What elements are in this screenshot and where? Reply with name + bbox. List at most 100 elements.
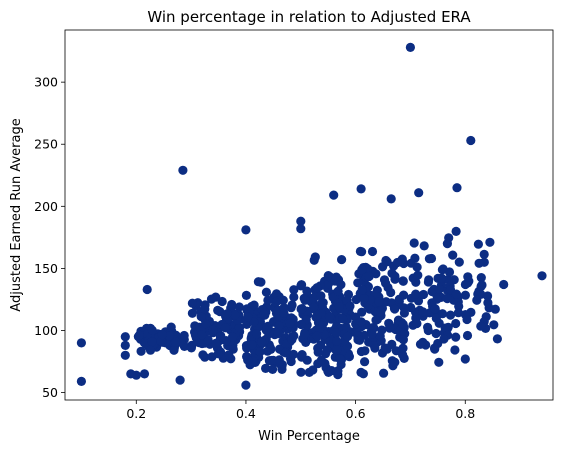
scatter-point — [370, 343, 380, 353]
scatter-point — [398, 343, 408, 353]
scatter-point — [262, 346, 273, 356]
scatter-point — [323, 271, 333, 281]
scatter-point — [224, 350, 234, 360]
scatter-point — [440, 323, 450, 333]
scatter-point — [213, 305, 223, 315]
scatter-point — [473, 239, 483, 249]
scatter-point — [439, 334, 449, 344]
scatter-point — [287, 300, 297, 310]
scatter-point — [281, 348, 291, 358]
scatter-point — [398, 335, 408, 345]
scatter-point — [300, 295, 310, 305]
scatter-point — [342, 331, 353, 342]
scatter-point — [336, 280, 346, 290]
scatter-point — [285, 318, 295, 328]
scatter-point — [241, 380, 251, 390]
scatter-point — [460, 354, 470, 364]
scatter-point — [329, 190, 339, 200]
scatter-point — [297, 280, 307, 290]
scatter-point — [296, 367, 306, 377]
scatter-point — [335, 354, 345, 364]
scatter-point — [120, 332, 130, 342]
scatter-point — [175, 375, 185, 385]
scatter-point — [385, 323, 395, 333]
scatter-point — [332, 345, 342, 355]
scatter-point — [413, 270, 423, 280]
scatter-point — [312, 331, 322, 341]
scatter-point — [476, 321, 486, 331]
scatter-point — [451, 318, 461, 329]
scatter-point — [313, 347, 323, 357]
scatter-point — [255, 347, 265, 357]
scatter-point — [241, 225, 251, 235]
scatter-point — [297, 350, 307, 360]
scatter-point — [198, 350, 208, 360]
scatter-point — [288, 349, 299, 359]
scatter-point — [206, 294, 217, 304]
scatter-point — [431, 313, 441, 323]
scatter-point — [197, 330, 207, 340]
scatter-point — [460, 290, 470, 300]
scatter-point — [178, 165, 188, 175]
scatter-point — [360, 357, 370, 367]
scatter-point — [472, 295, 482, 305]
scatter-point — [462, 314, 472, 325]
x-axis-label: Win Percentage — [258, 429, 360, 444]
scatter-point — [399, 308, 409, 318]
scatter-point — [263, 295, 273, 305]
scatter-point — [136, 346, 146, 356]
scatter-point — [230, 310, 240, 320]
scatter-point — [157, 330, 167, 340]
scatter-point — [358, 369, 368, 379]
scatter-point — [434, 357, 444, 367]
scatter-point — [164, 331, 174, 341]
scatter-point — [355, 246, 365, 256]
scatter-point — [357, 285, 367, 295]
scatter-point — [134, 330, 144, 340]
scatter-point — [147, 325, 157, 335]
scatter-point — [322, 345, 332, 355]
scatter-point — [390, 304, 400, 314]
scatter-point — [332, 336, 342, 346]
y-tick-label: 100 — [34, 323, 58, 338]
scatter-point — [442, 239, 452, 249]
scatter-point — [357, 307, 367, 317]
scatter-point — [268, 364, 278, 374]
scatter-point — [228, 332, 238, 342]
scatter-point — [337, 255, 347, 265]
scatter-point — [203, 335, 213, 345]
scatter-point — [279, 303, 289, 313]
scatter-point — [415, 339, 426, 349]
scatter-point — [463, 272, 473, 282]
scatter-point — [271, 297, 281, 307]
scatter-point — [476, 273, 486, 283]
scatter-point — [412, 318, 422, 329]
scatter-point — [451, 289, 461, 299]
scatter-point — [76, 338, 86, 348]
scatter-point — [215, 332, 226, 342]
scatter-point — [243, 312, 253, 322]
scatter-point — [300, 329, 310, 339]
scatter-point — [371, 315, 381, 325]
scatter-point — [445, 310, 456, 320]
scatter-point — [483, 291, 493, 301]
scatter-point — [423, 322, 433, 332]
scatter-point — [261, 287, 271, 297]
scatter-point — [412, 262, 422, 272]
scatter-point — [213, 349, 223, 359]
x-tick-label: 0.8 — [455, 406, 475, 421]
scatter-point — [386, 194, 396, 204]
scatter-point — [409, 238, 419, 248]
scatter-point — [376, 307, 386, 317]
scatter-point — [316, 291, 326, 301]
scatter-point — [392, 257, 402, 268]
scatter-point — [490, 304, 500, 314]
scatter-point — [249, 317, 259, 327]
scatter-point — [187, 298, 197, 308]
scatter-point — [430, 304, 440, 314]
scatter-point — [442, 294, 452, 304]
scatter-point — [492, 334, 502, 344]
scatter-point — [296, 224, 306, 234]
scatter-point — [450, 345, 460, 355]
scatter-point — [398, 276, 408, 286]
